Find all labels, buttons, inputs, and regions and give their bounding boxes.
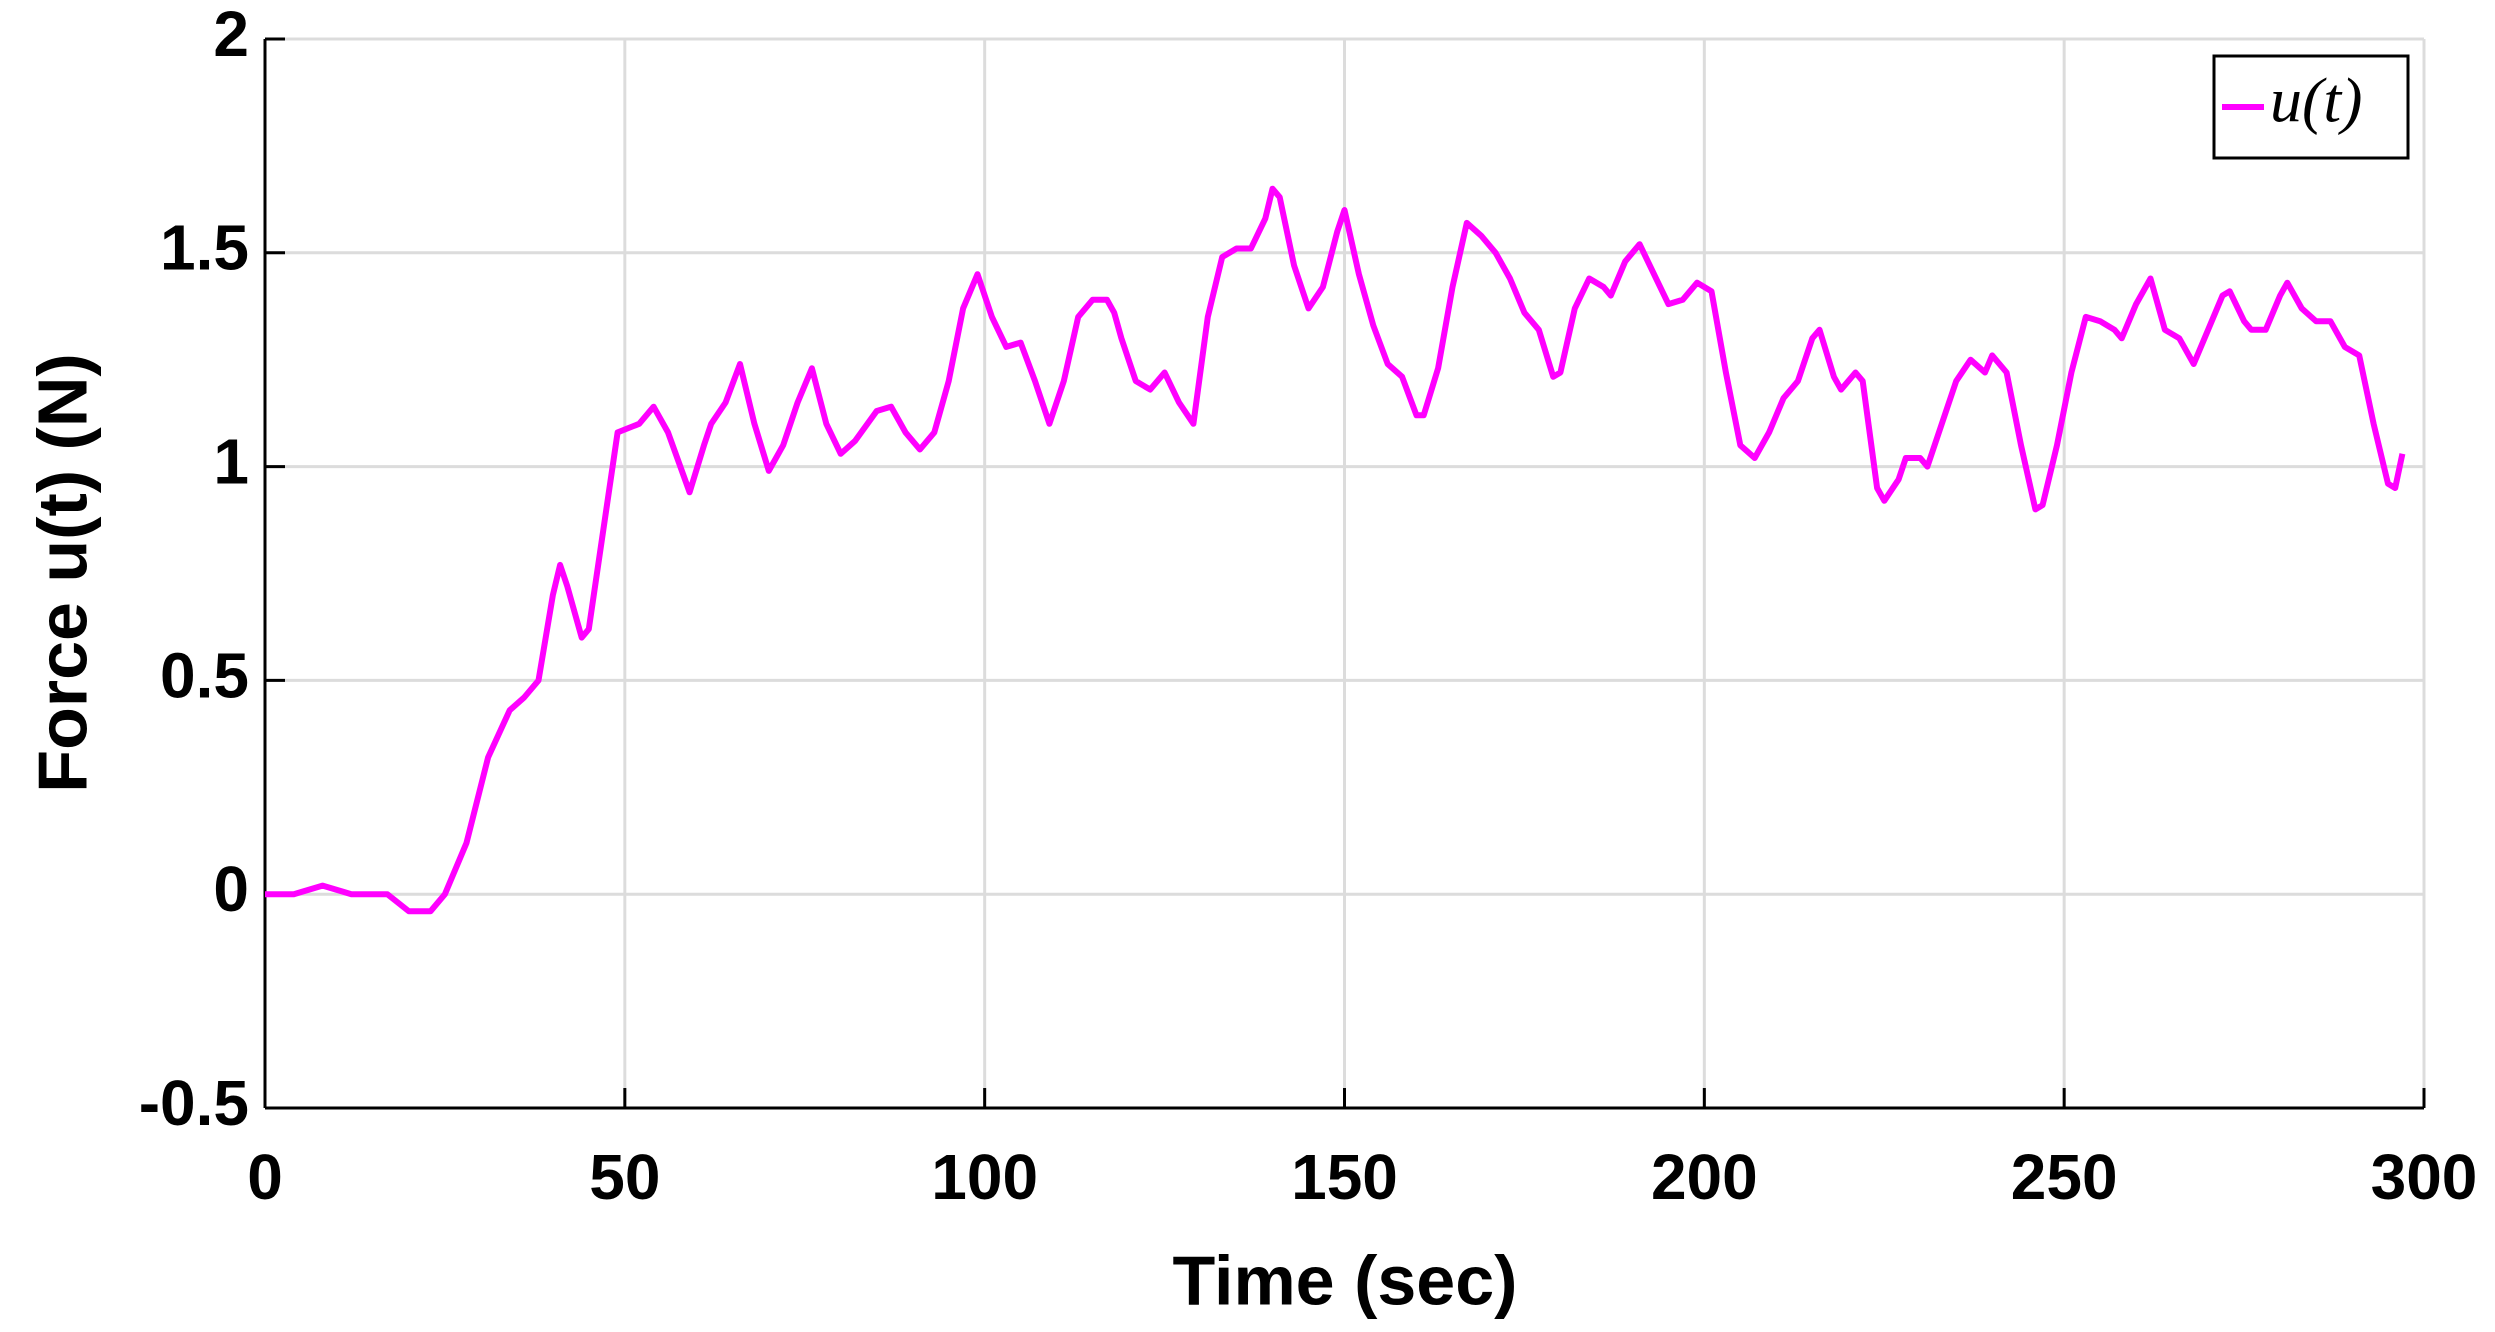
- x-tick-label: 100: [931, 1141, 1038, 1213]
- x-tick-label: 200: [1651, 1141, 1758, 1213]
- y-tick-label: 0.5: [160, 639, 249, 711]
- y-axis-label: Force u(t) (N): [23, 353, 101, 792]
- y-tick-label: 0: [213, 853, 249, 925]
- data-line: [265, 185, 2406, 915]
- y-tick-label: 1.5: [160, 212, 249, 284]
- y-tick-label: -0.5: [139, 1067, 249, 1139]
- legend-label: u(t): [2270, 65, 2362, 136]
- x-tick-label: 0: [247, 1141, 283, 1213]
- x-tick-label: 250: [2011, 1141, 2118, 1213]
- x-tick-label: 50: [589, 1141, 660, 1213]
- y-tick-label: 1: [213, 426, 249, 498]
- x-tick-label: 300: [2371, 1141, 2478, 1213]
- x-axis-label: Time (sec): [1173, 1241, 1518, 1319]
- y-tick-label: 2: [213, 0, 249, 70]
- x-tick-label: 150: [1291, 1141, 1398, 1213]
